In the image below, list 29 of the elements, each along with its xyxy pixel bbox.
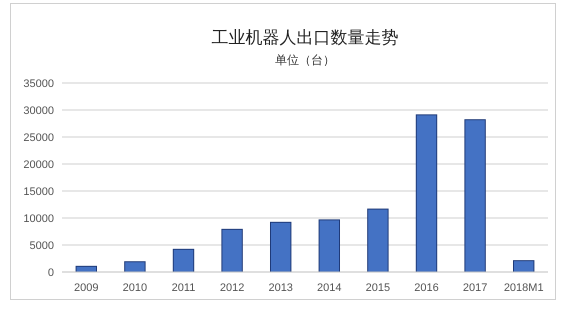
bar xyxy=(512,260,534,272)
bar xyxy=(172,248,194,272)
x-tick-label: 2009 xyxy=(74,282,99,294)
y-tick-label: 15000 xyxy=(23,186,54,198)
y-tick-label: 10000 xyxy=(23,213,54,225)
y-tick-label: 30000 xyxy=(23,105,54,117)
y-tick-label: 20000 xyxy=(23,159,54,171)
x-tick-label: 2018M1 xyxy=(504,282,544,294)
x-tick-label: 2016 xyxy=(414,282,439,294)
x-tick-label: 2013 xyxy=(268,282,293,294)
chart-title: 工业机器人出口数量走势 xyxy=(212,28,398,47)
bar xyxy=(318,219,340,272)
x-tick-label: 2010 xyxy=(122,282,148,294)
bar xyxy=(416,114,438,272)
x-tick-label: 2012 xyxy=(220,282,244,294)
bar xyxy=(124,261,146,272)
chart-subtitle: 单位（台） xyxy=(275,53,335,67)
y-tick-label: 5000 xyxy=(30,240,54,252)
bar xyxy=(270,222,292,272)
x-tick-label: 2011 xyxy=(172,282,196,294)
x-tick-label: 2014 xyxy=(317,282,342,294)
bar xyxy=(464,119,486,272)
y-tick-label: 35000 xyxy=(23,78,54,90)
bar xyxy=(367,208,389,272)
x-tick-label: 2017 xyxy=(462,282,488,294)
y-tick-label: 25000 xyxy=(23,132,54,144)
bar xyxy=(221,228,243,272)
x-tick-label: 2015 xyxy=(366,282,390,294)
y-tick-label: 0 xyxy=(48,267,54,279)
